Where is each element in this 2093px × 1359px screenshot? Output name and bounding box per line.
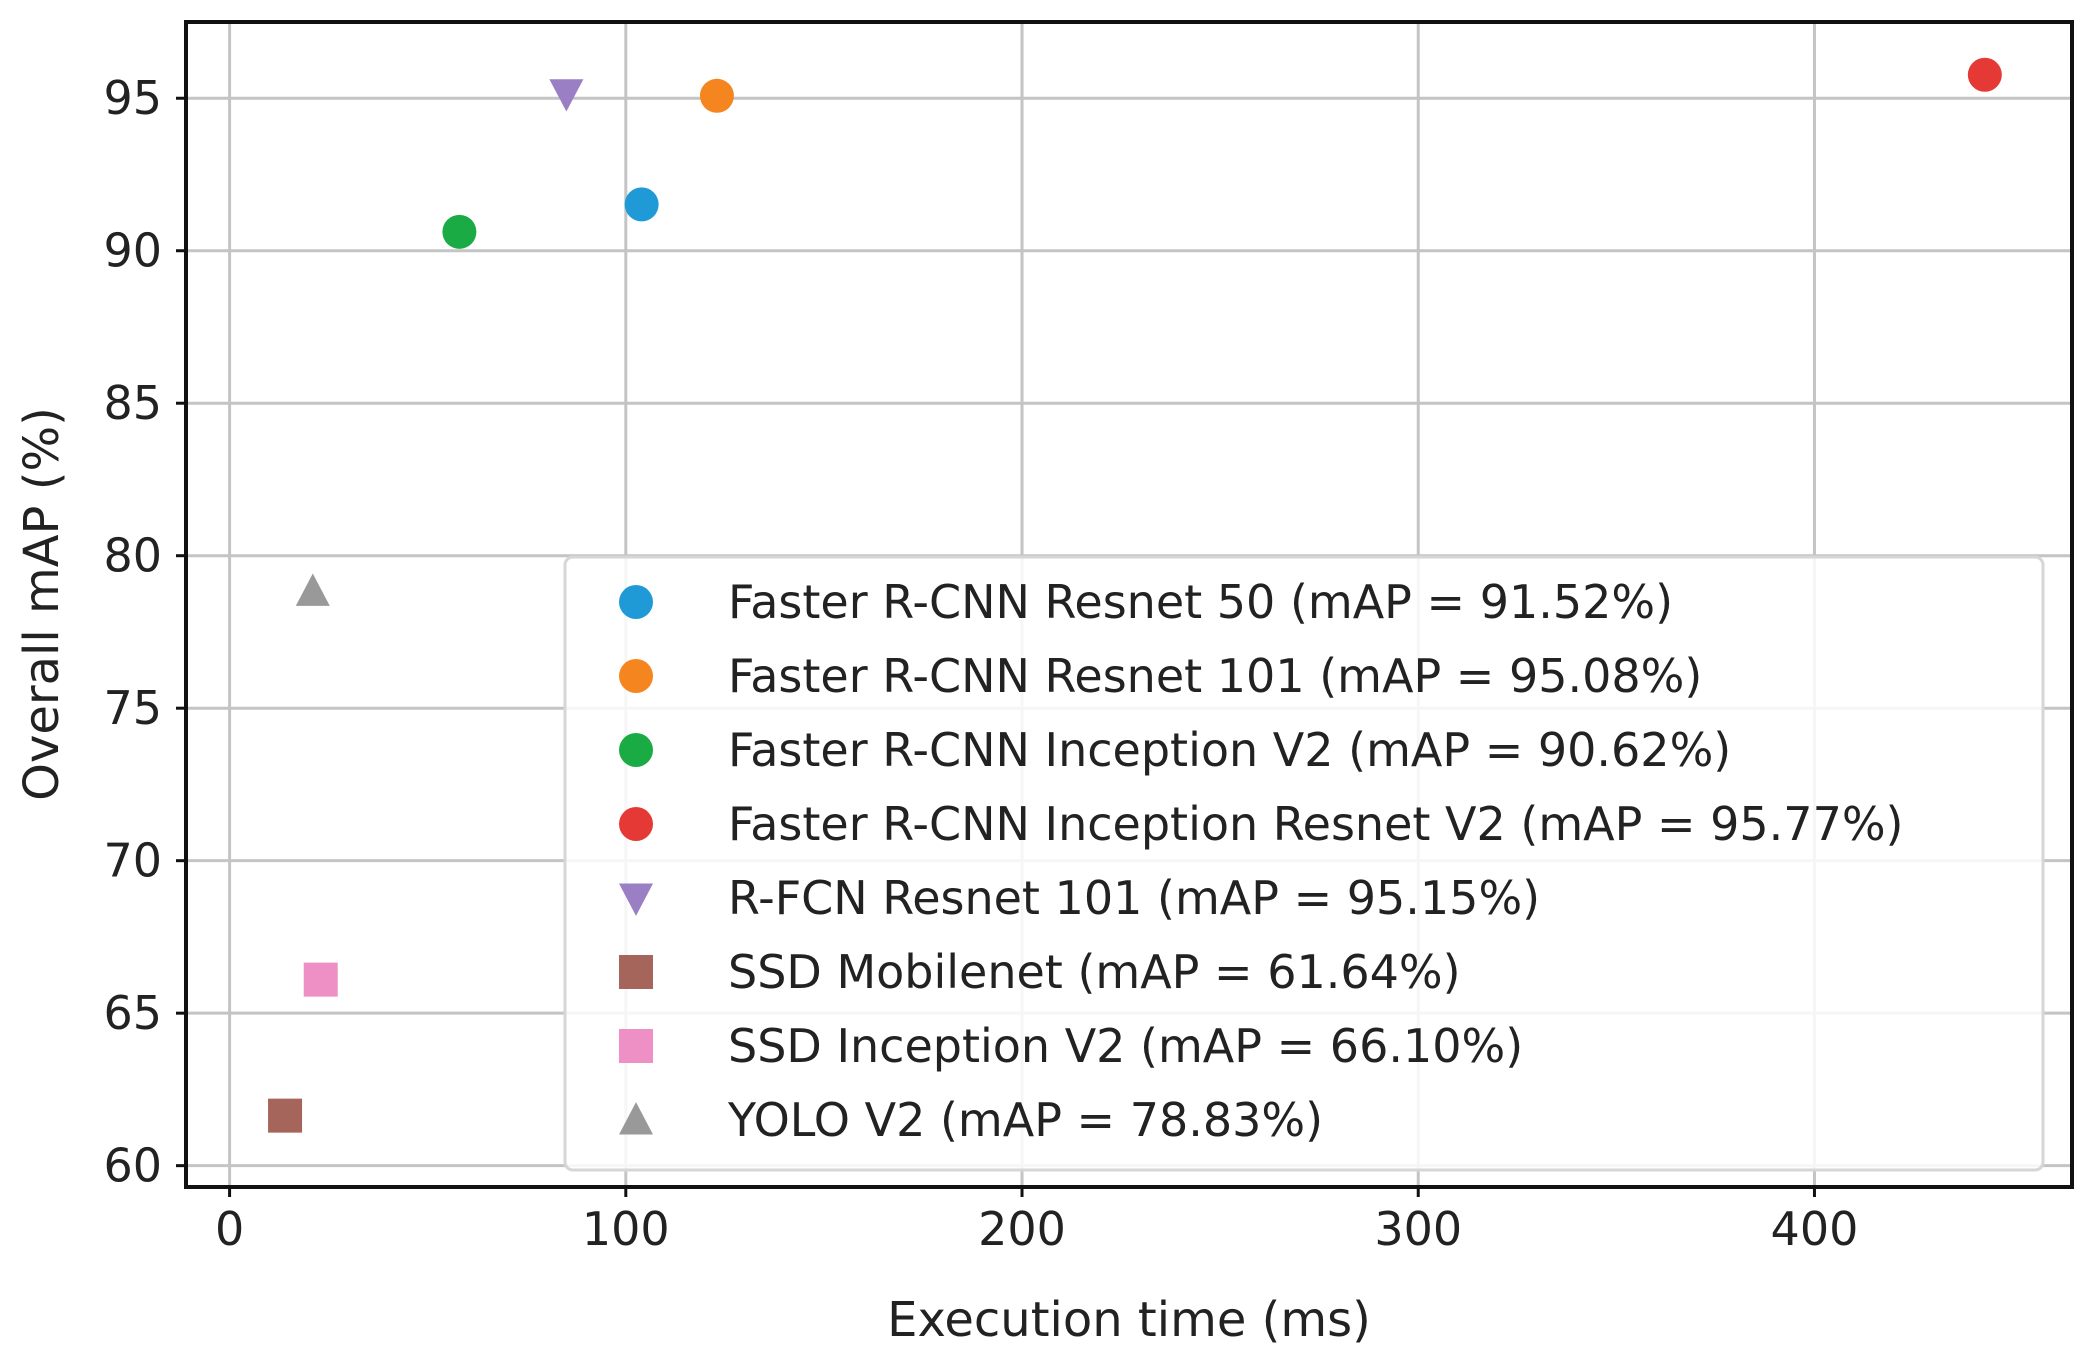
y-tick-label: 70 bbox=[103, 834, 162, 888]
y-tick-label: 80 bbox=[103, 529, 162, 583]
legend-entry-label: YOLO V2 (mAP = 78.83%) bbox=[727, 1093, 1323, 1147]
legend-marker-5 bbox=[619, 955, 653, 989]
legend-entry-label: SSD Mobilenet (mAP = 61.64%) bbox=[728, 945, 1461, 999]
x-tick-label: 100 bbox=[582, 1202, 670, 1256]
legend-entry-label: SSD Inception V2 (mAP = 66.10%) bbox=[728, 1019, 1523, 1073]
legend-marker-3 bbox=[619, 807, 653, 841]
data-point-series-5 bbox=[268, 1098, 303, 1133]
x-tick-label: 200 bbox=[978, 1202, 1066, 1256]
legend-entry-label: Faster R-CNN Resnet 50 (mAP = 91.52%) bbox=[728, 575, 1673, 629]
legend-entry-label: Faster R-CNN Resnet 101 (mAP = 95.08%) bbox=[728, 649, 1702, 703]
data-markers bbox=[268, 57, 2002, 1133]
legend-entry-label: Faster R-CNN Inception V2 (mAP = 90.62%) bbox=[728, 723, 1731, 777]
legend-marker-6 bbox=[619, 1029, 653, 1063]
data-point-series-7 bbox=[295, 573, 330, 606]
data-point-series-1 bbox=[699, 78, 734, 113]
legend-box bbox=[563, 555, 2045, 1172]
plot-frame bbox=[184, 20, 2074, 1189]
data-point-series-4 bbox=[549, 79, 584, 112]
axis-ticks: 0 100 200 300 400 60 65 70 75 80 85 90 95 bbox=[103, 71, 1858, 1256]
legend-entry-label: Faster R-CNN Inception Resnet V2 (mAP = … bbox=[728, 797, 1904, 851]
x-tick-label: 0 bbox=[215, 1202, 244, 1256]
data-point-series-2 bbox=[442, 214, 477, 249]
x-axis-label: Execution time (ms) bbox=[887, 1292, 1371, 1348]
y-tick-label: 65 bbox=[103, 986, 162, 1040]
x-tick-label: 300 bbox=[1374, 1202, 1462, 1256]
legend-marker-1 bbox=[619, 659, 653, 693]
legend-marker-7 bbox=[619, 1102, 653, 1135]
data-point-series-0 bbox=[624, 187, 659, 222]
y-tick-label: 85 bbox=[103, 376, 162, 430]
legend-marker-0 bbox=[619, 585, 653, 619]
y-tick-label: 90 bbox=[103, 224, 162, 278]
legend-entry-label: R-FCN Resnet 101 (mAP = 95.15%) bbox=[728, 871, 1540, 925]
y-tick-label: 60 bbox=[103, 1139, 162, 1193]
legend-marker-2 bbox=[619, 733, 653, 767]
x-tick-label: 400 bbox=[1771, 1202, 1859, 1256]
y-tick-label: 95 bbox=[103, 71, 162, 125]
y-tick-label: 75 bbox=[103, 681, 162, 735]
data-point-series-6 bbox=[303, 962, 338, 997]
data-point-series-3 bbox=[1967, 57, 2002, 92]
legend: Faster R-CNN Resnet 50 (mAP = 91.52%) Fas… bbox=[563, 555, 2045, 1172]
legend-marker-4 bbox=[619, 883, 653, 916]
y-axis-label: Overall mAP (%) bbox=[14, 407, 70, 801]
